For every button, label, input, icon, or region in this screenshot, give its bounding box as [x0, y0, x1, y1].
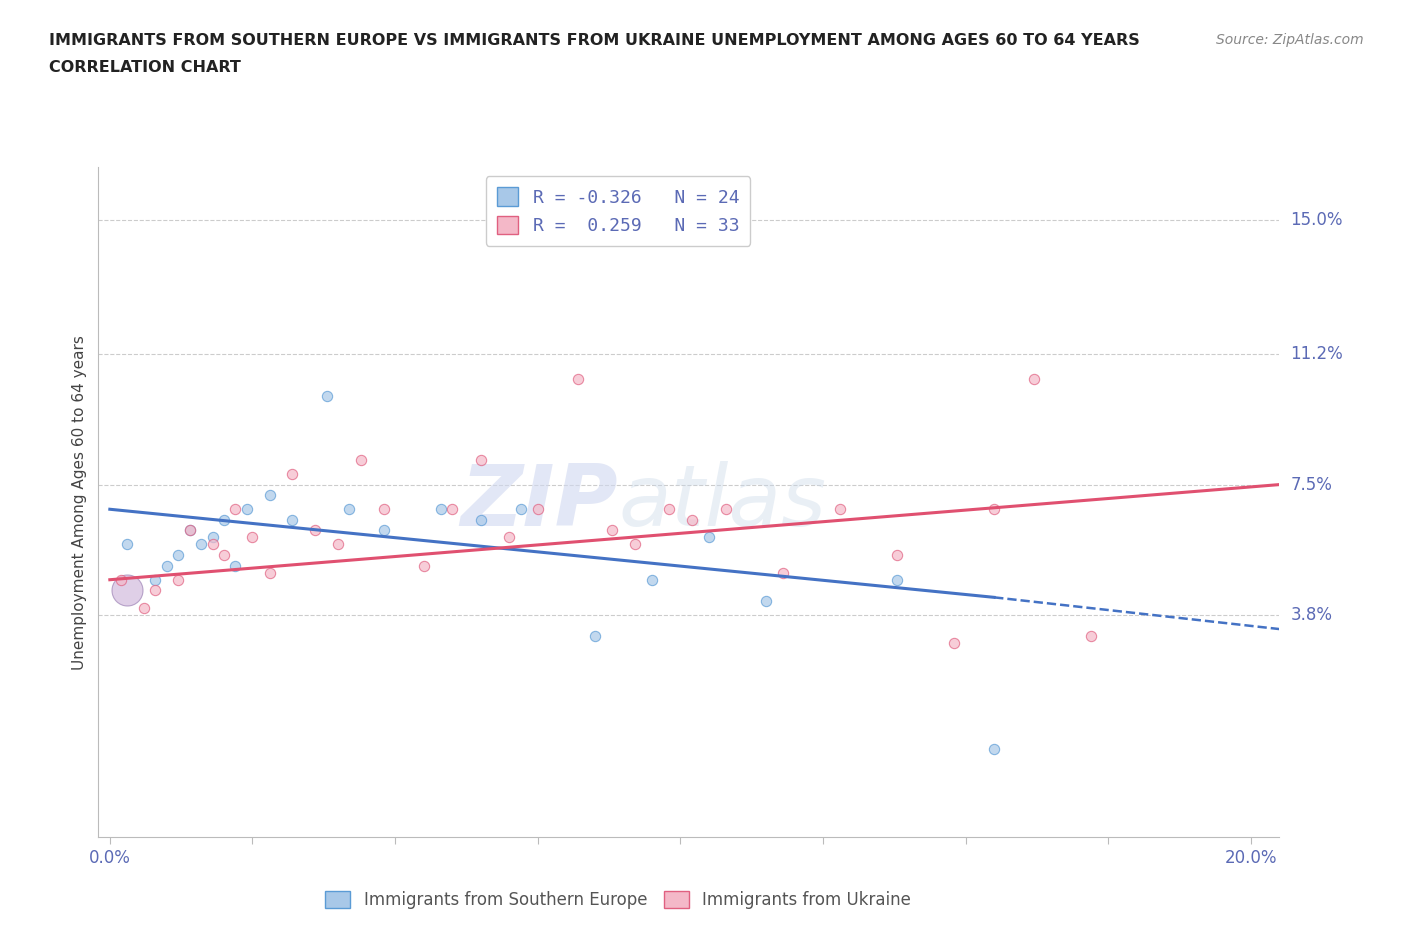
- Point: [115, 583, 138, 598]
- Text: atlas: atlas: [619, 460, 827, 544]
- Point: [583, 629, 606, 644]
- Point: [983, 741, 1005, 756]
- Text: IMMIGRANTS FROM SOUTHERN EUROPE VS IMMIGRANTS FROM UKRAINE UNEMPLOYMENT AMONG AG: IMMIGRANTS FROM SOUTHERN EUROPE VS IMMIG…: [49, 33, 1140, 47]
- Point: [339, 502, 361, 517]
- Point: [567, 371, 589, 386]
- Point: [755, 593, 778, 608]
- Point: [212, 512, 235, 527]
- Text: 11.2%: 11.2%: [1291, 345, 1343, 364]
- Point: [304, 523, 326, 538]
- Point: [658, 502, 681, 517]
- Point: [224, 558, 246, 573]
- Text: 7.5%: 7.5%: [1291, 475, 1333, 494]
- Point: [281, 467, 304, 482]
- Point: [526, 502, 548, 517]
- Point: [201, 530, 224, 545]
- Point: [145, 583, 167, 598]
- Point: [373, 523, 395, 538]
- Point: [110, 572, 132, 587]
- Point: [697, 530, 720, 545]
- Point: [350, 453, 373, 468]
- Point: [412, 558, 434, 573]
- Point: [145, 572, 167, 587]
- Point: [830, 502, 852, 517]
- Point: [236, 502, 259, 517]
- Point: [886, 572, 908, 587]
- Text: 3.8%: 3.8%: [1291, 606, 1333, 624]
- Point: [167, 572, 190, 587]
- Point: [470, 453, 492, 468]
- Point: [373, 502, 395, 517]
- Point: [326, 537, 349, 551]
- Point: [441, 502, 464, 517]
- Point: [714, 502, 737, 517]
- Point: [201, 537, 224, 551]
- Point: [259, 487, 281, 502]
- Y-axis label: Unemployment Among Ages 60 to 64 years: Unemployment Among Ages 60 to 64 years: [72, 335, 87, 670]
- Point: [681, 512, 703, 527]
- Point: [641, 572, 664, 587]
- Point: [772, 565, 794, 580]
- Point: [498, 530, 520, 545]
- Point: [470, 512, 492, 527]
- Point: [224, 502, 246, 517]
- Point: [179, 523, 201, 538]
- Text: Source: ZipAtlas.com: Source: ZipAtlas.com: [1216, 33, 1364, 46]
- Text: CORRELATION CHART: CORRELATION CHART: [49, 60, 240, 75]
- Point: [983, 502, 1005, 517]
- Point: [242, 530, 264, 545]
- Text: ZIP: ZIP: [460, 460, 619, 544]
- Point: [167, 548, 190, 563]
- Point: [156, 558, 179, 573]
- Point: [1080, 629, 1102, 644]
- Point: [1024, 371, 1046, 386]
- Legend: Immigrants from Southern Europe, Immigrants from Ukraine: Immigrants from Southern Europe, Immigra…: [319, 884, 918, 916]
- Point: [315, 389, 337, 404]
- Point: [509, 502, 531, 517]
- Point: [115, 537, 138, 551]
- Point: [943, 636, 966, 651]
- Point: [600, 523, 623, 538]
- Point: [886, 548, 908, 563]
- Text: 15.0%: 15.0%: [1291, 211, 1343, 230]
- Point: [132, 601, 155, 616]
- Point: [429, 502, 451, 517]
- Point: [190, 537, 212, 551]
- Point: [281, 512, 304, 527]
- Point: [212, 548, 235, 563]
- Point: [259, 565, 281, 580]
- Point: [623, 537, 645, 551]
- Point: [179, 523, 201, 538]
